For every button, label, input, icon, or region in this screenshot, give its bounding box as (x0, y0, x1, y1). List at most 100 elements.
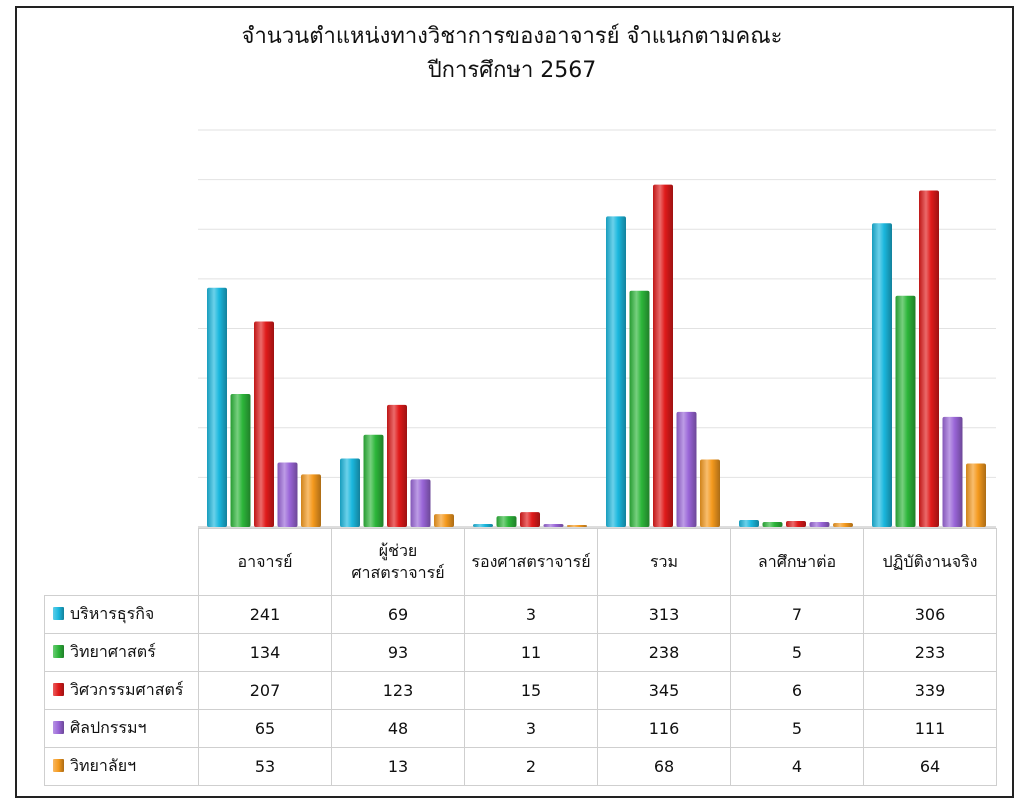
data-label: 4 (730, 747, 864, 786)
chart-title: จำนวนตำแหน่งทางวิชาการของอาจารย์ จำแนกตา… (241, 24, 783, 49)
category-header: รวม (597, 528, 731, 596)
data-label: 11 (464, 633, 598, 672)
bar (739, 520, 759, 527)
bar (629, 290, 650, 527)
category-header: รองศาสตราจารย์ (464, 528, 598, 596)
bar-group (207, 287, 321, 527)
data-label: 2 (464, 747, 598, 786)
chart-subtitle: ปีการศึกษา 2567 (427, 58, 597, 83)
data-label: 15 (464, 671, 598, 710)
data-label: 3 (464, 709, 598, 748)
table-row: บริหารธุรกิจ 241 69 3 313 7 306 (44, 595, 997, 634)
bar (762, 522, 783, 527)
category-header: ผู้ช่วยศาสตราจารย์ (331, 528, 465, 596)
data-label: 116 (597, 709, 731, 748)
category-label: รองศาสตราจารย์ (471, 552, 591, 571)
legend-key (53, 607, 64, 620)
series-name: บริหารธุรกิจ (70, 604, 155, 623)
bar (567, 525, 587, 527)
bar (301, 474, 321, 527)
series-legend-cell: วิทยาลัยฯ (44, 747, 199, 786)
data-label: 93 (331, 633, 465, 672)
series-name: วิศวกรรมศาสตร์ (70, 680, 184, 699)
data-label: 306 (863, 595, 997, 634)
data-label: 123 (331, 671, 465, 710)
data-label: 7 (730, 595, 864, 634)
category-header: อาจารย์ (198, 528, 332, 596)
data-label: 238 (597, 633, 731, 672)
bar (786, 521, 806, 527)
table-row: วิศวกรรมศาสตร์ 207 123 15 345 6 339 (44, 671, 997, 710)
category-label: ลาศึกษาต่อ (757, 552, 837, 571)
data-label: 68 (597, 747, 731, 786)
table-row: วิทยาลัยฯ 53 13 2 68 4 64 (44, 747, 997, 786)
bar (496, 516, 517, 527)
series-name: วิทยาลัยฯ (70, 756, 137, 775)
category-label: ผู้ช่วย (378, 541, 418, 560)
bar (363, 434, 384, 527)
bar (895, 295, 916, 527)
category-header: ปฏิบัติงานจริง (863, 528, 997, 596)
bar (230, 394, 251, 527)
bar (410, 479, 431, 527)
data-label: 65 (198, 709, 332, 748)
data-label: 111 (863, 709, 997, 748)
legend-key (53, 759, 64, 772)
data-label: 339 (863, 671, 997, 710)
legend-key (53, 721, 64, 734)
bar (606, 216, 626, 527)
series-name: วิทยาศาสตร์ (70, 642, 156, 661)
category-label: ปฏิบัติงานจริง (882, 552, 978, 571)
data-label: 69 (331, 595, 465, 634)
data-label: 134 (198, 633, 332, 672)
data-label: 6 (730, 671, 864, 710)
bar (942, 416, 963, 527)
data-label: 5 (730, 633, 864, 672)
bar (543, 524, 564, 527)
bar-group (872, 190, 986, 528)
data-label: 53 (198, 747, 332, 786)
bar (340, 458, 360, 527)
series-name: ศิลปกรรมฯ (70, 718, 147, 737)
legend-key (53, 683, 64, 696)
bar (919, 190, 939, 528)
data-label: 233 (863, 633, 997, 672)
bar (966, 463, 986, 527)
series-legend-cell: วิทยาศาสตร์ (44, 633, 199, 672)
bar-group (340, 404, 454, 527)
bar (872, 223, 892, 528)
data-table: อาจารย์ ผู้ช่วยศาสตราจารย์ รองศาสตราจารย์ ร… (44, 528, 997, 786)
data-label: 64 (863, 747, 997, 786)
bar (473, 524, 493, 527)
bar (809, 522, 830, 527)
bar-group (473, 512, 587, 527)
bar-groups (207, 184, 986, 528)
bar (434, 514, 454, 527)
bar (653, 184, 673, 527)
bar (387, 404, 407, 527)
chart-title-block: จำนวนตำแหน่งทางวิชาการของอาจารย์ จำแนกตา… (0, 20, 1024, 88)
category-label: ศาสตราจารย์ (351, 563, 445, 582)
bar (676, 411, 697, 527)
data-label: 207 (198, 671, 332, 710)
data-label: 313 (597, 595, 731, 634)
table-row: ศิลปกรรมฯ 65 48 3 116 5 111 (44, 709, 997, 748)
bar (277, 462, 298, 527)
data-label: 3 (464, 595, 598, 634)
data-label: 48 (331, 709, 465, 748)
series-legend-cell: วิศวกรรมศาสตร์ (44, 671, 199, 710)
bar (520, 512, 540, 527)
bar (833, 523, 853, 527)
category-label: อาจารย์ (237, 552, 293, 571)
series-legend-cell: บริหารธุรกิจ (44, 595, 199, 634)
bar-group (739, 520, 853, 527)
table-row: วิทยาศาสตร์ 134 93 11 238 5 233 (44, 633, 997, 672)
bar (700, 459, 720, 527)
category-header: ลาศึกษาต่อ (730, 528, 864, 596)
category-label: รวม (649, 552, 679, 571)
gridlines (198, 129, 996, 528)
series-legend-cell: ศิลปกรรมฯ (44, 709, 199, 748)
legend-key (53, 645, 64, 658)
data-label: 13 (331, 747, 465, 786)
data-label: 345 (597, 671, 731, 710)
